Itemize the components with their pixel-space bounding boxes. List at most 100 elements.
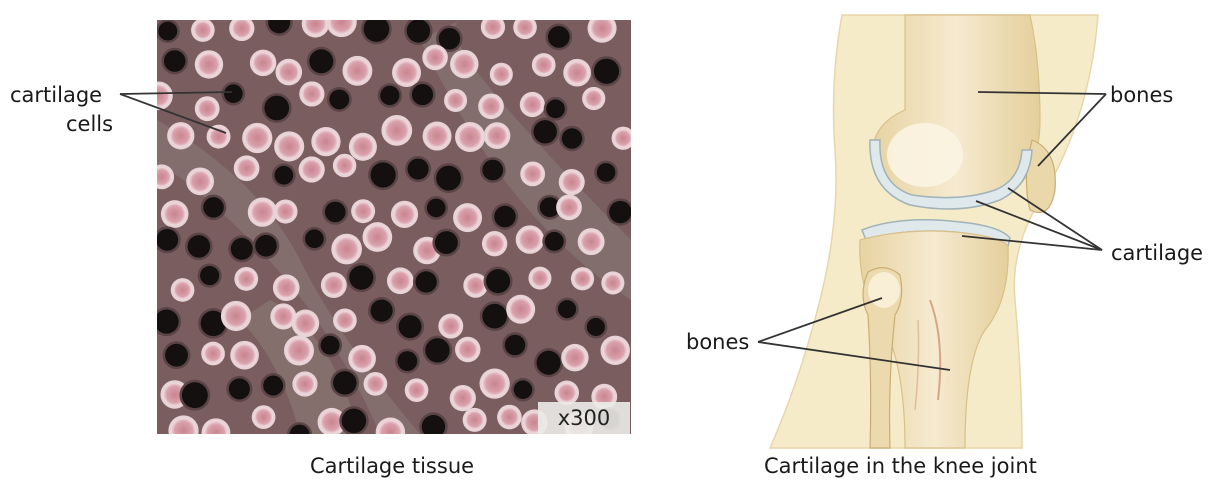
cartilage-cell <box>203 344 223 363</box>
cartilage-cell <box>173 280 192 300</box>
empty-lacuna <box>341 408 367 434</box>
empty-lacuna <box>370 299 393 322</box>
empty-lacuna <box>609 200 631 224</box>
empty-lacuna <box>264 95 290 121</box>
cartilage-cell <box>232 343 257 367</box>
cartilage-cell <box>603 273 622 292</box>
empty-lacuna <box>482 159 504 181</box>
empty-lacuna <box>415 271 437 293</box>
cartilage-cell <box>335 310 355 330</box>
cartilage-cell <box>484 233 505 254</box>
cartilage-cell <box>320 410 344 434</box>
cartilage-cell <box>394 60 419 85</box>
cartilage-cell <box>294 312 317 335</box>
empty-lacuna <box>324 201 346 223</box>
cartilage-cell <box>236 269 256 289</box>
cartilage-cell <box>323 274 345 296</box>
empty-lacuna <box>380 85 400 106</box>
empty-lacuna <box>228 378 250 400</box>
cartilage-cell <box>169 124 192 147</box>
cartilage-cells-leaders <box>119 91 233 134</box>
cartilage-cell <box>193 20 213 40</box>
cartilage-cell <box>558 196 580 218</box>
empty-lacuna <box>363 20 390 42</box>
empty-lacuna <box>513 380 533 399</box>
empty-lacuna <box>561 128 583 149</box>
empty-lacuna <box>255 234 277 257</box>
empty-lacuna <box>224 84 243 104</box>
cartilage-cell <box>593 386 615 408</box>
cartilage-cell <box>366 374 385 394</box>
empty-lacuna <box>268 20 291 34</box>
empty-lacuna <box>397 351 418 371</box>
empty-lacuna <box>200 266 220 286</box>
knee-joint-illustration <box>768 14 1099 449</box>
empty-lacuna <box>333 371 357 395</box>
cartilage-cell <box>304 20 327 36</box>
empty-lacuna <box>274 165 294 185</box>
empty-lacuna <box>434 231 458 255</box>
cartilage-cell <box>286 337 312 363</box>
empty-lacuna <box>426 198 446 218</box>
cartilage-cell <box>407 380 426 400</box>
empty-lacuna <box>187 235 211 258</box>
cartilage-cell <box>350 347 374 370</box>
caption-cartilage-tissue: Cartilage tissue <box>310 454 475 478</box>
cartilage-cell <box>457 339 479 360</box>
empty-lacuna <box>263 375 284 396</box>
empty-lacuna <box>157 228 179 251</box>
empty-lacuna <box>398 315 422 339</box>
cartilage-cell <box>277 61 300 83</box>
cartilage-cell <box>457 124 483 150</box>
cartilage-cell <box>508 297 533 322</box>
cartilage-cell <box>455 205 480 230</box>
cartilage-cell <box>333 236 360 262</box>
femur-cartilage <box>869 139 1033 210</box>
empty-lacuna <box>547 26 570 48</box>
cartilage-cell <box>272 305 294 327</box>
cartilage-cell <box>351 135 375 159</box>
empty-lacuna <box>309 49 334 74</box>
cartilage-cell <box>522 94 543 115</box>
empty-lacuna <box>163 50 186 72</box>
cartilage-cell <box>480 95 502 117</box>
cartilage-cell <box>486 124 508 147</box>
cartilage-cell <box>301 158 323 181</box>
knee-leaders <box>757 91 1107 371</box>
cartilage-cell <box>236 157 257 179</box>
cartilage-cell <box>556 383 577 403</box>
cartilage-cell <box>465 410 485 430</box>
cartilage-cell <box>275 276 298 299</box>
label-cartilage-cells-line1: cartilage <box>10 83 103 107</box>
empty-lacuna <box>289 424 310 434</box>
empty-lacuna <box>329 89 350 110</box>
empty-lacuna <box>425 338 450 363</box>
cartilage-cell <box>157 166 172 187</box>
cartilage-cell <box>378 419 403 434</box>
cartilage-cell <box>565 61 589 85</box>
cartilage-cell <box>252 52 274 74</box>
cartilage-cell <box>197 52 221 77</box>
cartilage-cell <box>580 230 603 253</box>
cartilage-cell <box>590 20 615 41</box>
empty-lacuna <box>494 205 516 228</box>
label-bones-top: bones <box>1110 83 1174 107</box>
empty-lacuna <box>596 163 616 182</box>
empty-lacuna <box>370 162 396 188</box>
cartilage-cell <box>425 124 450 149</box>
cartilage-cell <box>561 171 583 193</box>
cartilage-cell <box>301 83 322 105</box>
cartilage-cell <box>353 201 373 221</box>
cartilage-cell <box>197 98 218 119</box>
cartilage-cell <box>231 20 252 39</box>
cartilage-cell <box>440 316 461 337</box>
cartilage-micrograph <box>157 20 631 434</box>
cartilage-cell <box>530 269 549 288</box>
empty-lacuna <box>157 309 179 334</box>
cartilage-cell <box>188 169 212 193</box>
empty-lacuna <box>486 269 511 294</box>
empty-lacuna <box>544 231 564 251</box>
empty-lacuna <box>349 265 374 290</box>
label-bones-bottom: bones <box>686 330 750 354</box>
